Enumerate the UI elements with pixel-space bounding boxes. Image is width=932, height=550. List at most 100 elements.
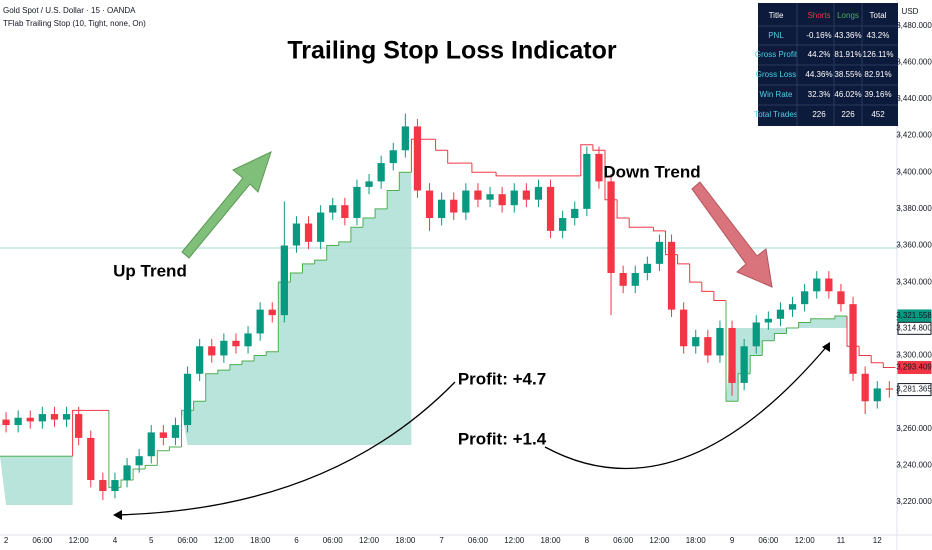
x-tick-label: 5: [149, 536, 154, 545]
candle-body: [341, 205, 349, 219]
trailing-stop-line: [144, 464, 158, 470]
trailing-stop-line: [749, 354, 763, 374]
candle-body: [244, 333, 252, 347]
x-tick-label: 6: [294, 536, 299, 545]
up-trend-label: Up Trend: [113, 261, 187, 280]
candle-body: [329, 205, 337, 213]
table-cell: -0.16%: [806, 31, 831, 40]
trailing-stop-line: [882, 362, 896, 369]
stats-table: Title Shorts Longs Total PNL -0.16% 43.36% 43.2…: [754, 3, 898, 126]
table-row-label: Total Trades: [754, 110, 798, 119]
table-cell: 39.16%: [864, 90, 891, 99]
arrow-head: [113, 510, 122, 520]
y-tick-label: 3,400.000: [896, 167, 932, 176]
table-cell: 226: [812, 110, 826, 119]
trailing-stop-line: [810, 318, 823, 323]
candle-body: [365, 181, 373, 187]
table-row-label: Gross Profit: [755, 50, 798, 59]
trailing-stop-line: [314, 259, 327, 264]
y-tick-label: 3,300.000: [896, 351, 932, 360]
trailing-stop-line: [398, 171, 412, 191]
candle-body: [498, 194, 506, 206]
x-tick-label: 12: [873, 536, 882, 545]
table-cell: 32.3%: [808, 90, 831, 99]
x-tick-label: 18:00: [541, 536, 562, 545]
x-tick-label: 12:00: [649, 536, 670, 545]
currency-label: USD: [902, 7, 919, 16]
candle-body: [123, 465, 131, 481]
candle-body: [208, 346, 216, 356]
x-tick-label: 18:00: [686, 536, 707, 545]
candle-body: [740, 346, 748, 383]
x-tick-label: 9: [730, 536, 735, 545]
x-tick-label: 18:00: [250, 536, 271, 545]
candle-body: [256, 309, 264, 334]
candle-body: [861, 373, 869, 402]
x-tick-label: 06:00: [468, 536, 489, 545]
trailing-stop-line: [229, 364, 242, 371]
trailing-stop-line: [616, 199, 630, 219]
trailing-stop-line: [471, 163, 484, 173]
trailing-stop-line: [326, 245, 339, 261]
x-tick-label: 18:00: [395, 536, 416, 545]
candle-body: [159, 432, 167, 438]
table-header: Longs: [837, 11, 859, 20]
candle-body: [595, 153, 603, 182]
candle-body: [147, 432, 155, 457]
trailing-stop-line: [773, 332, 787, 341]
x-tick-label: 06:00: [613, 536, 634, 545]
y-tick-label: 3,420.000: [896, 131, 932, 140]
x-tick-label: 12:00: [359, 536, 380, 545]
trailing-stop-line: [386, 190, 400, 209]
candle-body: [655, 241, 664, 264]
trailing-stop-line: [362, 217, 376, 228]
candle-body: [280, 245, 288, 316]
candle-body: [62, 414, 71, 420]
trailing-stop-line: [870, 355, 884, 364]
candle-body: [38, 414, 46, 422]
trailing-stop-line: [798, 321, 811, 328]
candle-body: [14, 417, 22, 426]
table-cell: 452: [871, 110, 885, 119]
candle-body: [50, 414, 59, 420]
candle-body: [801, 291, 809, 305]
candle-body: [413, 126, 422, 191]
price-label: 3,321.558: [896, 311, 932, 320]
trailing-stop-line: [338, 241, 351, 246]
y-tick-label: 3,360.000: [896, 241, 932, 250]
candle-body: [788, 304, 797, 310]
trailing-stop-line: [713, 291, 726, 301]
trailing-stop-line: [628, 218, 642, 228]
price-label: 3,293.409: [896, 363, 932, 372]
price-label-box: [897, 361, 932, 375]
trailing-stop-line: [374, 208, 388, 219]
candle-body: [220, 340, 228, 356]
x-tick-label: 8: [585, 536, 590, 545]
candle-body: [704, 337, 712, 356]
table-header: Total: [870, 11, 887, 20]
trailing-stop-line: [205, 373, 218, 402]
table-cell: 38.55%: [834, 70, 861, 79]
candle-body: [462, 190, 470, 213]
candle-body: [752, 322, 760, 347]
y-tick-label: 3,460.000: [896, 57, 932, 66]
trailing-stop-line: [592, 144, 605, 151]
candle-body: [546, 186, 555, 231]
x-tick-label: 06:00: [323, 536, 344, 545]
y-tick-label: 3,220.000: [896, 497, 932, 506]
trailing-stop-line: [495, 172, 509, 177]
candle-body: [837, 291, 845, 305]
candle-body: [75, 414, 83, 438]
x-tick-label: 12:00: [504, 536, 525, 545]
price-label-box: [897, 383, 932, 397]
arrow-head: [822, 342, 830, 352]
y-tick-label: 3,340.000: [896, 277, 932, 286]
trailing-stop-line: [350, 226, 363, 242]
table-cell: 46.02%: [834, 90, 861, 99]
candle-body: [183, 373, 192, 426]
trailing-stop-line: [858, 346, 872, 356]
candle-body: [825, 278, 833, 292]
table-header: Shorts: [807, 11, 830, 20]
candle-body: [26, 417, 34, 422]
